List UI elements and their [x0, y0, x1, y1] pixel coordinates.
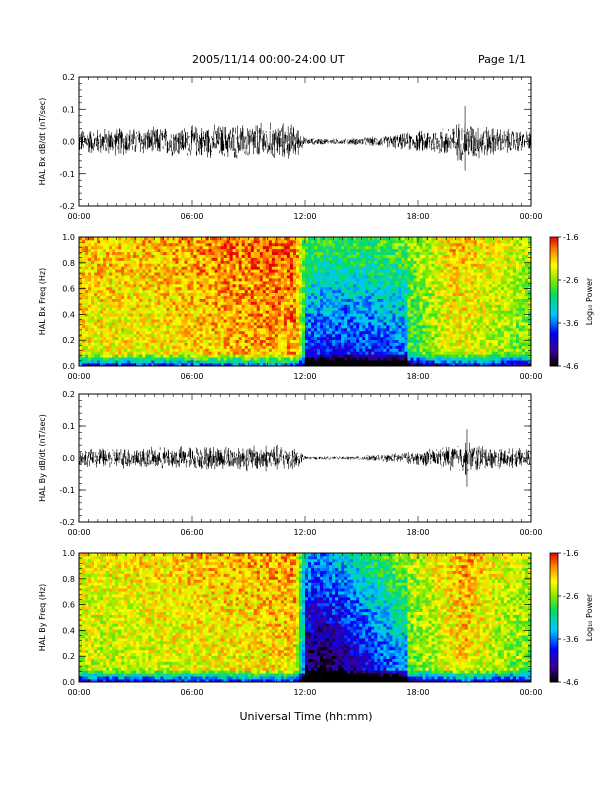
y-tick-label: 0.2: [62, 652, 75, 661]
y-tick-label: -0.1: [59, 486, 75, 495]
y-tick-label: 0.4: [62, 310, 75, 319]
page-indicator: Page 1/1: [478, 53, 526, 66]
colorbar-tick-label: -1.6: [563, 233, 579, 242]
figure-title: 2005/11/14 00:00-24:00 UT: [192, 53, 345, 66]
colorbar-tick-label: -3.6: [563, 635, 579, 644]
x-tick-label: 12:00: [293, 372, 316, 381]
y-tick-label: 0.2: [62, 73, 75, 82]
y-axis: 0.0 0.2 0.4 0.6 0.8 1.0 HAL Bx Freq (Hz): [38, 233, 531, 371]
x-tick-label: 06:00: [180, 372, 203, 381]
x-tick-label: 12:00: [293, 212, 316, 221]
x-axis: 00:00 06:00 12:00 18:00 00:00: [67, 77, 543, 221]
y-tick-label: 0.2: [62, 390, 75, 399]
y-axis-title: HAL By Freq (Hz): [38, 584, 47, 651]
y-tick-label: 0.8: [62, 575, 75, 584]
colorbar-tick-label: -2.6: [563, 276, 579, 285]
y-tick-label: 0.6: [62, 285, 75, 294]
y-tick-label: -0.2: [59, 202, 75, 211]
y-axis-title: HAL Bx dB/dt (nT/sec): [38, 98, 47, 186]
y-tick-label: 1.0: [62, 549, 75, 558]
x-axis: 00:00 06:00 12:00 18:00 00:00: [67, 237, 543, 381]
y-tick-label: 1.0: [62, 233, 75, 242]
y-axis: -0.2 -0.1 0.0 0.1 0.2 HAL By dB/dt (nT/sec): [38, 390, 531, 527]
x-tick-label: 00:00: [67, 688, 90, 697]
x-tick-label: 00:00: [519, 212, 542, 221]
heatmap-cells: [79, 237, 532, 367]
x-tick-label: 06:00: [180, 688, 203, 697]
x-tick-label: 18:00: [406, 688, 429, 697]
y-tick-label: 0.8: [62, 259, 75, 268]
x-tick-label: 06:00: [180, 212, 203, 221]
y-axis: -0.2 -0.1 0.0 0.1 0.2 HAL Bx dB/dt (nT/sec): [38, 73, 531, 211]
x-tick-label: 00:00: [67, 528, 90, 537]
x-tick-label: 06:00: [180, 528, 203, 537]
panel-4: -1.6 -2.6 -3.6 -4.6 Log₁₀ Power 00:00 06:00 12:…: [38, 549, 594, 697]
y-tick-label: 0.0: [62, 678, 75, 687]
series-trace: [78, 106, 532, 171]
y-tick-label: 0.4: [62, 626, 75, 635]
colorbar: -1.6 -2.6 -3.6 -4.6 Log₁₀ Power: [549, 549, 594, 687]
heatmap-cells: [79, 553, 532, 683]
colorbar: -1.6 -2.6 -3.6 -4.6 Log₁₀ Power: [549, 233, 594, 371]
colorbar-tick-label: -1.6: [563, 549, 579, 558]
colorbar-label: Log₁₀ Power: [585, 277, 594, 325]
panel-1: 00:00 06:00 12:00 18:00 00:00-0.2-0.10.00.10…: [38, 73, 543, 221]
panel-2: -1.6 -2.6 -3.6 -4.6 Log₁₀ Power 00:00 06:00 12:…: [38, 233, 594, 381]
x-tick-label: 12:00: [293, 528, 316, 537]
panel-3: 00:00 06:00 12:00 18:00 00:00-0.2-0.10.00.10…: [38, 390, 543, 537]
colorbar-tick-label: -4.6: [563, 678, 579, 687]
plot-frame: [78, 76, 532, 207]
y-tick-label: -0.2: [59, 518, 75, 527]
colorbar-tick-label: -2.6: [563, 592, 579, 601]
colorbar-tick-label: -3.6: [563, 319, 579, 328]
x-tick-label: 00:00: [519, 372, 542, 381]
x-tick-label: 00:00: [67, 372, 90, 381]
x-axis: 00:00 06:00 12:00 18:00 00:00: [67, 553, 543, 697]
y-tick-label: 0.1: [62, 105, 75, 114]
y-tick-label: 0.0: [62, 362, 75, 371]
y-tick-label: 0.0: [62, 454, 75, 463]
x-axis: 00:00 06:00 12:00 18:00 00:00: [67, 394, 543, 537]
y-tick-label: -0.1: [59, 170, 75, 179]
x-tick-label: 00:00: [519, 688, 542, 697]
colorbar-tick-label: -4.6: [563, 362, 579, 371]
x-axis-title: Universal Time (hh:mm): [239, 710, 373, 723]
colorbar-frame: [549, 552, 559, 683]
x-tick-label: 12:00: [293, 688, 316, 697]
y-tick-label: 0.2: [62, 336, 75, 345]
x-tick-label: 18:00: [406, 212, 429, 221]
x-tick-label: 18:00: [406, 528, 429, 537]
x-tick-label: 00:00: [519, 528, 542, 537]
y-tick-label: 0.6: [62, 601, 75, 610]
colorbar-frame: [549, 236, 559, 367]
colorbar-label: Log₁₀ Power: [585, 593, 594, 641]
y-tick-label: 0.0: [62, 138, 75, 147]
y-tick-label: 0.1: [62, 422, 75, 431]
y-axis-title: HAL By dB/dt (nT/sec): [38, 414, 47, 502]
y-axis-title: HAL Bx Freq (Hz): [38, 268, 47, 335]
x-tick-label: 00:00: [67, 212, 90, 221]
x-tick-label: 18:00: [406, 372, 429, 381]
series-trace: [78, 429, 532, 487]
y-axis: 0.0 0.2 0.4 0.6 0.8 1.0 HAL By Freq (Hz): [38, 549, 531, 687]
